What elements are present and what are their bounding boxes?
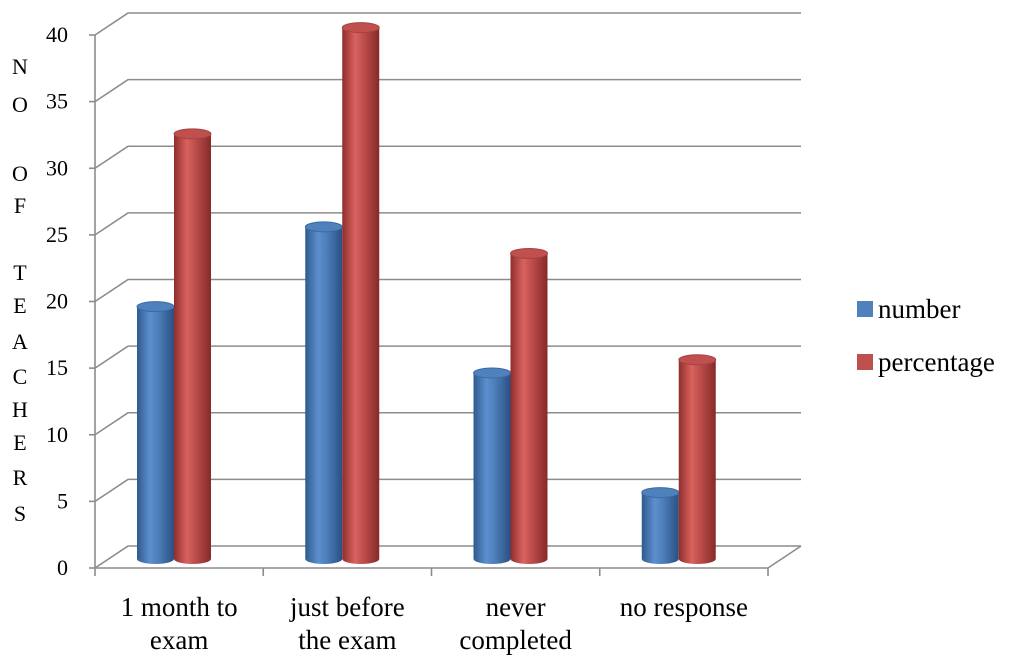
legend: number percentage <box>857 294 995 377</box>
y-axis-title-letter: R <box>13 465 28 490</box>
y-tick-label: 20 <box>46 289 68 314</box>
gridline <box>94 545 801 569</box>
y-tick-label: 25 <box>46 222 68 247</box>
bar-percentage <box>510 247 548 564</box>
floor-edge <box>767 545 802 569</box>
bars <box>136 22 717 565</box>
y-tick-label: 30 <box>46 155 68 180</box>
legend-swatch <box>857 301 873 317</box>
gridline <box>94 478 801 503</box>
y-axis-title-letter: E <box>13 430 26 455</box>
bar-number <box>641 487 680 564</box>
y-tick-label: 10 <box>46 422 68 447</box>
gridline <box>94 278 801 303</box>
x-category-label: no response <box>620 592 748 622</box>
y-axis-title-letter: E <box>13 293 26 318</box>
y-axis-title-letter: H <box>12 397 28 422</box>
gridline <box>94 145 801 169</box>
y-axis-title-letter: O <box>12 92 28 117</box>
y-axis-title-letter: S <box>14 501 26 526</box>
legend-item-number: number <box>857 294 960 324</box>
legend-label: number <box>878 294 960 324</box>
y-axis-title-letter: F <box>14 193 26 218</box>
bar-number <box>304 221 343 564</box>
gridline <box>94 411 801 436</box>
y-axis-title-letter: N <box>12 54 28 79</box>
y-axis-title-letter: A <box>12 329 28 354</box>
y-tick-label: 0 <box>57 555 68 580</box>
x-category-label: just before the exam <box>289 592 405 655</box>
y-axis-title-letter: C <box>13 364 28 389</box>
y-tick-label: 5 <box>57 488 68 513</box>
legend-label: percentage <box>878 347 995 377</box>
bar-percentage <box>341 22 380 565</box>
y-axis-title-letter: O <box>12 161 28 186</box>
bar-percentage <box>678 354 717 564</box>
y-tick-label: 15 <box>46 355 68 380</box>
gridline <box>94 212 801 236</box>
gridline <box>94 78 801 103</box>
bar-number <box>473 367 511 564</box>
gridline <box>94 345 801 369</box>
labels: 0 5 10 15 20 25 30 35 40 1 month to exam just befor… <box>12 22 748 655</box>
y-axis-title-letter: T <box>13 260 27 285</box>
legend-item-percentage: percentage <box>857 347 995 377</box>
gridlines <box>94 12 801 569</box>
y-tick-label: 35 <box>46 89 68 114</box>
gridline <box>94 12 801 36</box>
bar-percentage <box>173 128 212 564</box>
y-tick-label: 40 <box>46 22 68 47</box>
x-category-label: never completed <box>459 592 572 655</box>
bar-number <box>136 301 175 564</box>
axes <box>89 34 802 576</box>
x-category-label: 1 month to exam <box>121 592 238 655</box>
legend-swatch <box>857 354 873 370</box>
